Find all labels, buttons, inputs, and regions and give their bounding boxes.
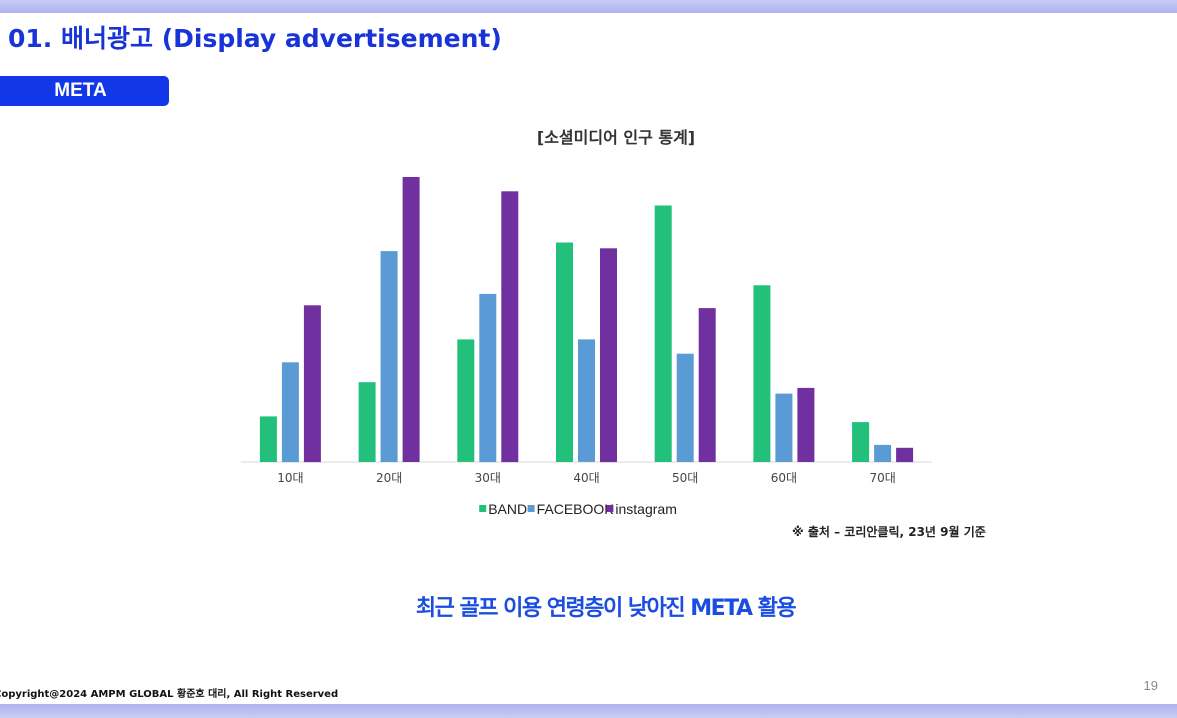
x-tick-label: 30대 — [475, 471, 501, 485]
bar-band-3 — [457, 339, 475, 462]
legend-swatch-facebook — [527, 505, 535, 512]
bar-band-4 — [556, 242, 573, 462]
subtitle-text: 최근 골프 이용 연령층이 낮아진 META 활용 — [415, 596, 797, 621]
bar-facebook-7 — [874, 444, 892, 462]
x-tick-label: 20대 — [376, 471, 402, 485]
x-tick-label: 50대 — [672, 471, 698, 485]
bar-band-2 — [358, 382, 376, 462]
bar-instagram-1 — [303, 305, 321, 463]
page-number: 19 — [1143, 678, 1158, 693]
legend-swatch-instagram — [606, 505, 614, 512]
legend-swatch-band — [479, 505, 487, 512]
bar-instagram-7 — [896, 447, 914, 463]
bar-facebook-5 — [676, 353, 694, 462]
x-tick-label: 60대 — [771, 471, 797, 485]
legend: BAND FACEBOOK instagram — [479, 501, 677, 517]
bar-instagram-3 — [501, 191, 519, 463]
page-title: 01. 배너광고 (Display advertisement) — [8, 24, 502, 53]
bar-band-1 — [259, 416, 277, 462]
x-tick-label: 40대 — [573, 471, 599, 485]
bars-group — [259, 177, 914, 463]
bar-instagram-5 — [698, 308, 716, 462]
meta-tag: META — [0, 76, 169, 106]
top-band — [0, 0, 1177, 13]
bottom-band — [0, 704, 1177, 718]
bar-facebook-2 — [380, 251, 398, 462]
bar-instagram-2 — [402, 177, 420, 462]
bar-facebook-1 — [281, 362, 299, 463]
bar-band-7 — [852, 422, 870, 462]
bar-instagram-4 — [600, 248, 617, 463]
bar-facebook-3 — [479, 293, 497, 463]
bar-band-5 — [654, 205, 672, 462]
legend-label-band: BAND — [488, 501, 527, 517]
x-tick-labels: 10대 20대 30대 40대 50대 60대 70대 — [277, 471, 896, 485]
chart-title: [소셜미디어 인구 통계] — [537, 128, 695, 147]
legend-label-facebook: FACEBOOK — [537, 501, 615, 517]
bar-band-6 — [753, 285, 771, 462]
bar-instagram-6 — [797, 387, 815, 462]
bar-facebook-4 — [578, 339, 595, 462]
footer-copyright: Copyright@2024 AMPM GLOBAL 황준호 대리, All R… — [0, 689, 339, 700]
source-note: ※ 출처 – 코리안클릭, 23년 9월 기준 — [792, 525, 986, 539]
bar-facebook-6 — [775, 393, 793, 462]
x-tick-label: 10대 — [277, 471, 303, 485]
legend-label-instagram: instagram — [615, 501, 676, 517]
x-tick-label: 70대 — [869, 471, 895, 485]
